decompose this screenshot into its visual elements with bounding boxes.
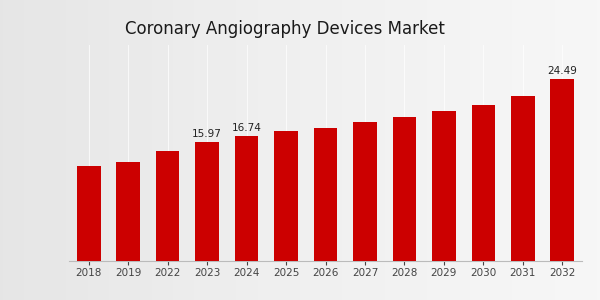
Bar <box>353 122 377 261</box>
Bar <box>195 142 219 261</box>
Bar <box>116 162 140 261</box>
Bar <box>274 131 298 261</box>
Bar <box>432 111 456 261</box>
Bar <box>550 79 574 261</box>
Text: 15.97: 15.97 <box>192 129 222 139</box>
Bar <box>392 117 416 261</box>
Bar <box>77 166 101 261</box>
Text: 16.74: 16.74 <box>232 123 262 133</box>
Bar <box>472 105 495 261</box>
Bar <box>314 128 337 261</box>
Bar <box>235 136 259 261</box>
Title: Coronary Angiography Devices Market: Coronary Angiography Devices Market <box>125 20 445 38</box>
Text: 24.49: 24.49 <box>547 66 577 76</box>
Bar <box>156 151 179 261</box>
Bar <box>511 96 535 261</box>
